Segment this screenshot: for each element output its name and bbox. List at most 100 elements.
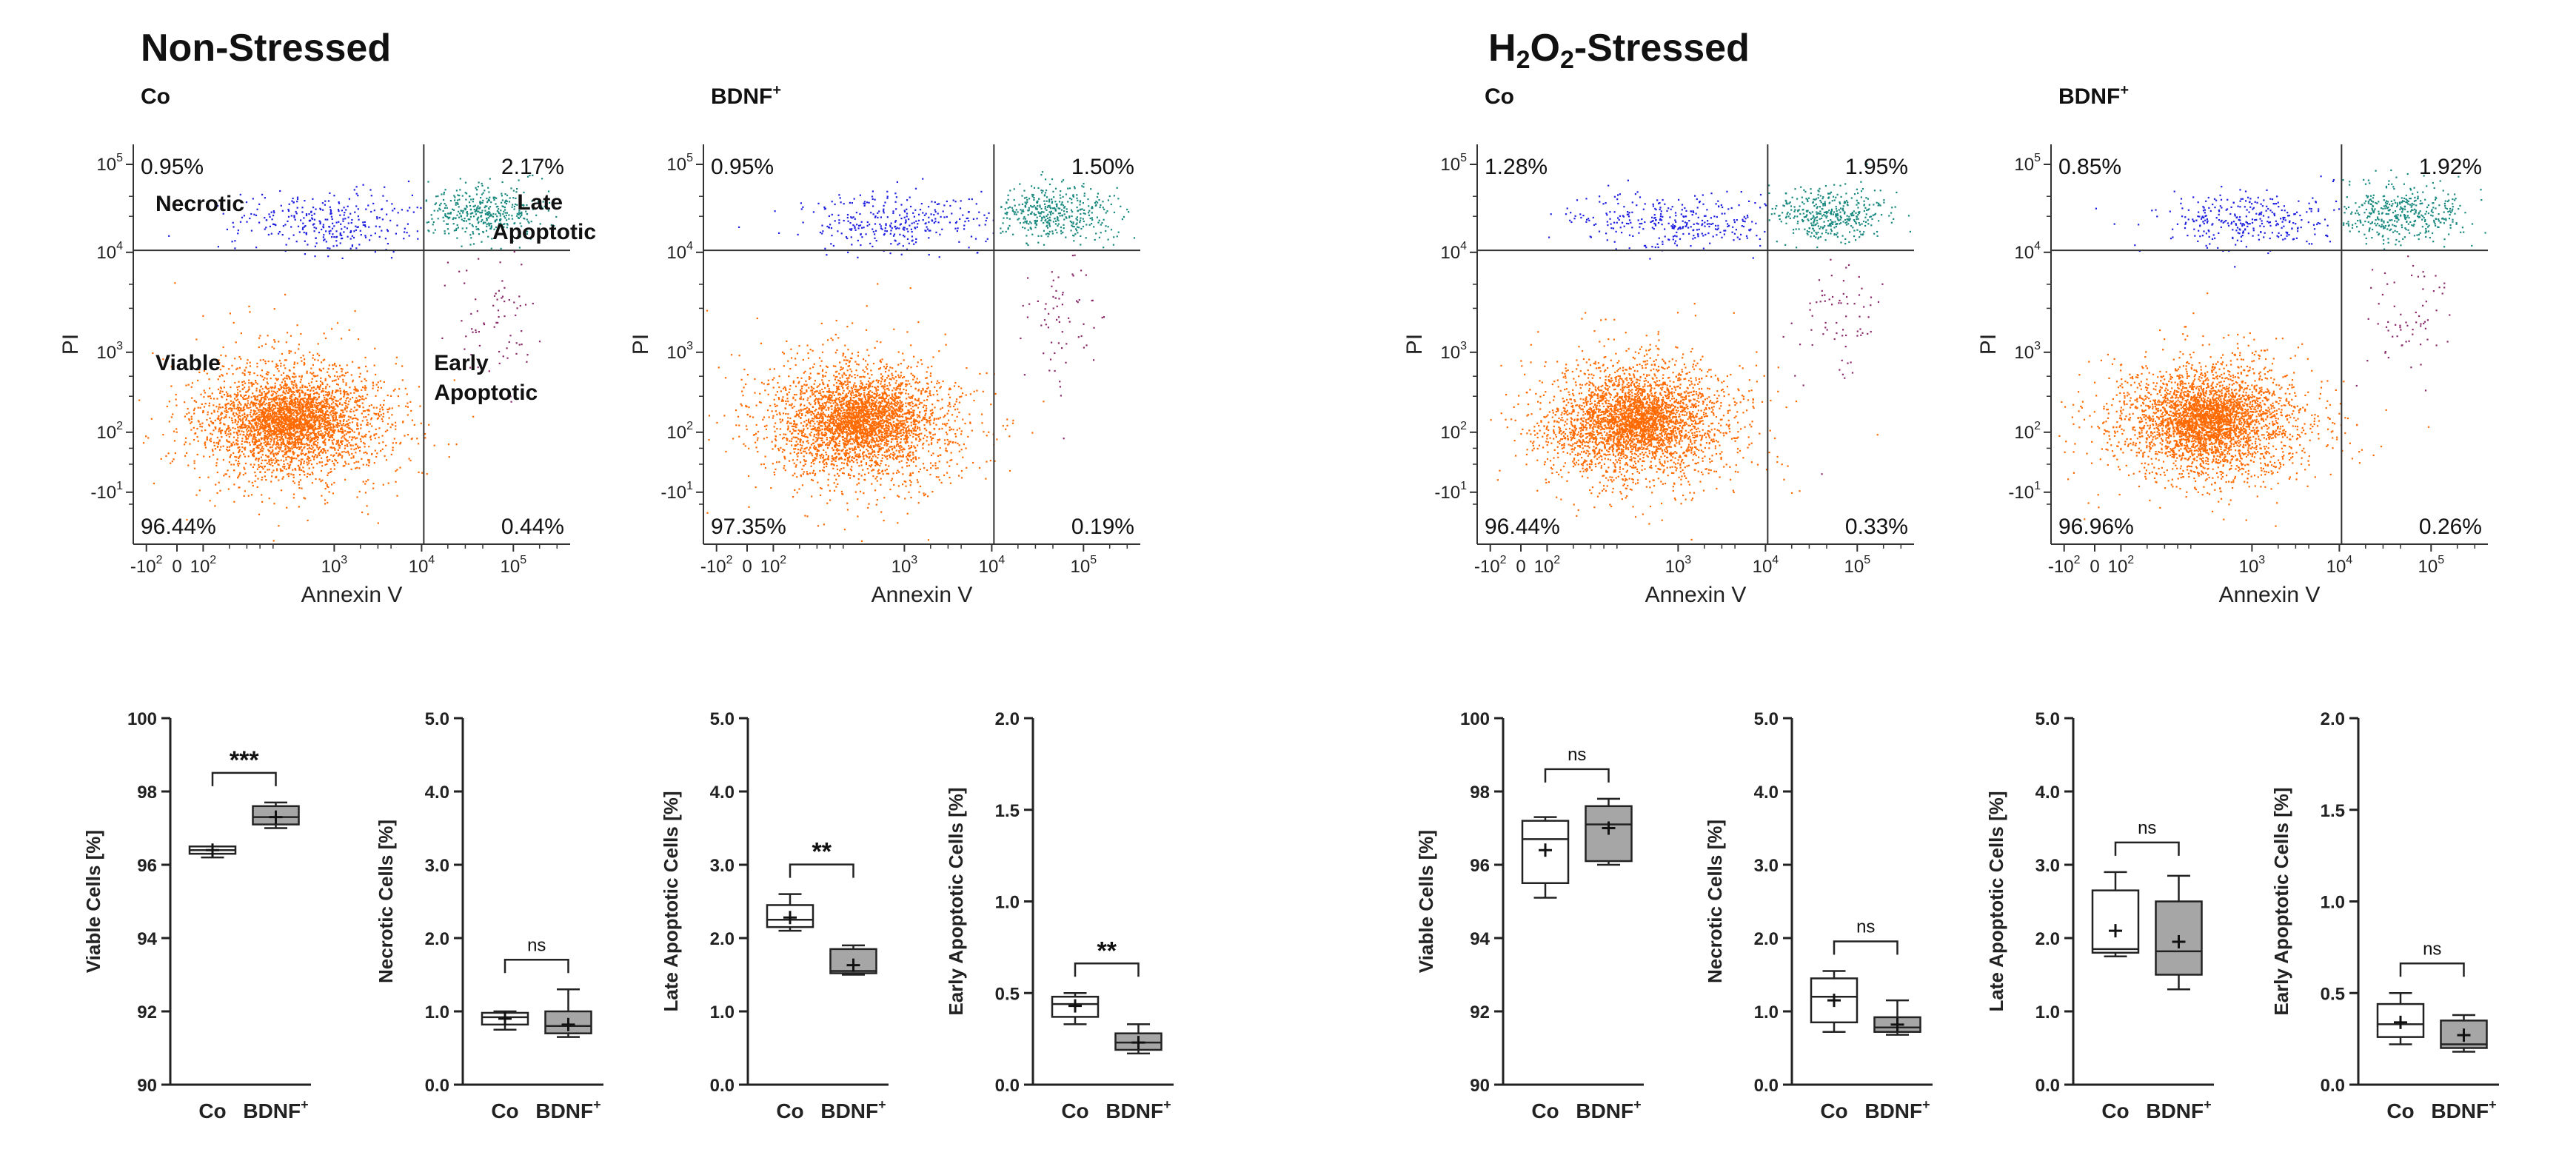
viable-event xyxy=(245,437,247,438)
late-apoptotic-event xyxy=(470,198,472,200)
viable-event xyxy=(376,384,378,386)
viable-event xyxy=(199,424,201,425)
late-apoptotic-event xyxy=(443,199,444,201)
viable-event xyxy=(235,421,236,423)
viable-event xyxy=(324,424,326,426)
viable-event xyxy=(261,415,263,417)
viable-event xyxy=(428,424,429,426)
viable-event xyxy=(382,435,384,437)
viable-event xyxy=(261,438,262,440)
viable-event xyxy=(244,375,246,376)
late-apoptotic-event xyxy=(472,233,474,235)
viable-event xyxy=(335,417,337,418)
viable-event xyxy=(434,445,435,446)
viable-event xyxy=(272,444,273,446)
early-apoptotic-event xyxy=(498,351,500,352)
necrotic-event xyxy=(168,235,170,237)
viable-event xyxy=(332,443,334,445)
viable-event xyxy=(293,402,295,404)
viable-event xyxy=(358,401,360,402)
viable-event xyxy=(298,424,300,425)
viable-event xyxy=(282,409,284,411)
quadrant-viable-percent: 96.44% xyxy=(141,515,216,539)
viable-event xyxy=(348,394,349,395)
viable-event xyxy=(344,448,346,449)
necrotic-event xyxy=(344,214,345,215)
quadrant-label-late: Late xyxy=(517,190,563,215)
viable-event xyxy=(320,481,321,482)
viable-event xyxy=(199,426,201,427)
viable-event xyxy=(946,448,947,449)
viable-event xyxy=(258,403,259,404)
viable-event xyxy=(230,386,231,388)
viable-event xyxy=(281,432,282,434)
viable-event xyxy=(304,386,306,387)
viable-event xyxy=(255,459,256,461)
viable-event xyxy=(238,426,239,428)
viable-event xyxy=(255,437,256,438)
viable-event xyxy=(306,462,307,463)
viable-event xyxy=(230,395,231,396)
viable-event xyxy=(359,446,361,448)
viable-event xyxy=(293,497,295,498)
viable-event xyxy=(272,418,274,420)
viable-event xyxy=(267,407,269,409)
viable-event xyxy=(317,439,318,441)
viable-event xyxy=(319,415,321,416)
viable-event xyxy=(221,417,222,418)
necrotic-event xyxy=(295,211,297,212)
viable-event xyxy=(250,452,252,453)
necrotic-event xyxy=(271,233,272,235)
viable-event xyxy=(283,476,284,478)
viable-event xyxy=(281,421,282,423)
viable-event xyxy=(198,407,199,409)
necrotic-event xyxy=(340,242,341,244)
viable-event xyxy=(243,409,244,411)
viable-event xyxy=(298,427,300,429)
viable-event xyxy=(241,332,242,334)
viable-event xyxy=(308,383,310,384)
late-apoptotic-event xyxy=(515,198,516,199)
viable-event xyxy=(209,387,210,389)
viable-event xyxy=(280,365,281,366)
viable-event xyxy=(218,404,220,405)
viable-event xyxy=(263,431,264,432)
viable-event xyxy=(299,394,301,395)
viable-event xyxy=(822,413,823,415)
viable-event xyxy=(284,424,286,425)
viable-event xyxy=(286,417,287,418)
viable-event xyxy=(780,447,781,449)
viable-event xyxy=(215,484,216,486)
viable-event xyxy=(193,409,195,411)
viable-event xyxy=(213,398,215,399)
necrotic-event xyxy=(357,195,358,196)
viable-event xyxy=(315,415,317,416)
viable-event xyxy=(283,385,284,386)
viable-event xyxy=(224,394,225,395)
viable-event xyxy=(352,430,353,432)
viable-event xyxy=(217,411,218,412)
necrotic-event xyxy=(279,231,281,232)
necrotic-event xyxy=(344,212,345,213)
late-apoptotic-event xyxy=(504,207,506,208)
viable-event xyxy=(251,384,252,386)
viable-event xyxy=(300,463,301,465)
viable-event xyxy=(286,469,287,470)
late-apoptotic-event xyxy=(448,232,449,234)
viable-event xyxy=(356,467,358,469)
viable-event xyxy=(162,434,164,435)
late-apoptotic-event xyxy=(465,182,466,184)
viable-event xyxy=(800,392,801,394)
viable-event xyxy=(361,412,363,414)
viable-event xyxy=(343,396,344,398)
viable-event xyxy=(203,455,204,457)
viable-event xyxy=(823,463,825,465)
viable-event xyxy=(291,392,292,393)
viable-event xyxy=(281,388,282,389)
viable-event xyxy=(961,430,963,432)
late-apoptotic-event xyxy=(476,208,478,210)
viable-event xyxy=(296,447,298,449)
viable-event xyxy=(293,494,295,495)
viable-event xyxy=(233,408,235,409)
viable-event xyxy=(323,452,324,453)
